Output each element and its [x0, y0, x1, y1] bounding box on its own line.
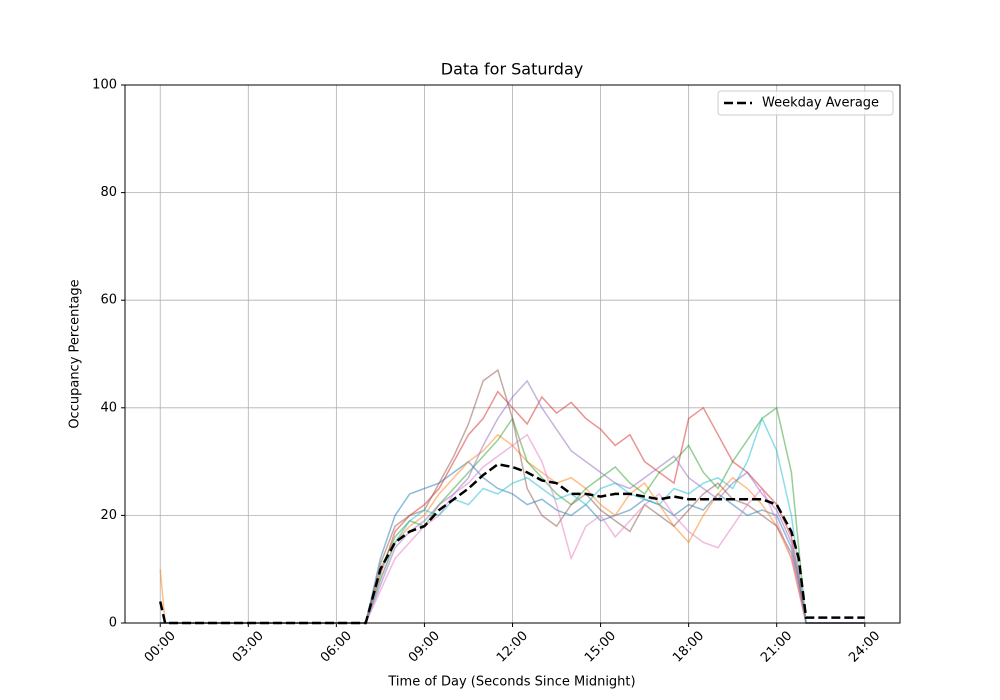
y-tick-label: 40: [100, 400, 117, 415]
y-tick-label: 100: [92, 78, 117, 93]
series-line: [160, 416, 865, 624]
x-tick-label: 03:00: [230, 628, 267, 665]
legend: Weekday Average: [717, 90, 894, 116]
chart-title: Data for Saturday: [441, 60, 583, 79]
x-axis-label: Time of Day (Seconds Since Midnight): [387, 675, 635, 690]
series-line: [160, 433, 865, 624]
y-tick-label: 80: [100, 185, 117, 200]
series-line: [160, 379, 865, 624]
x-tick-label: 00:00: [142, 628, 179, 665]
legend-box: [717, 90, 894, 116]
x-tick-label: 18:00: [670, 628, 707, 665]
y-axis-label: Occupancy Percentage: [68, 279, 83, 428]
y-tick-label: 60: [100, 293, 117, 308]
x-tick-label: 24:00: [846, 628, 883, 665]
x-tick-label: 15:00: [582, 628, 619, 665]
y-tick-label: 20: [100, 508, 117, 523]
x-tick-label: 12:00: [494, 628, 531, 665]
x-tick-label: 21:00: [758, 628, 795, 665]
x-tick-label: 09:00: [406, 628, 443, 665]
legend-label: Weekday Average: [762, 96, 879, 111]
x-tick-label: 06:00: [318, 628, 355, 665]
average-line: [159, 462, 865, 625]
y-tick-label: 0: [109, 616, 117, 631]
plot-frame: [124, 84, 901, 624]
series-line: [160, 460, 865, 624]
